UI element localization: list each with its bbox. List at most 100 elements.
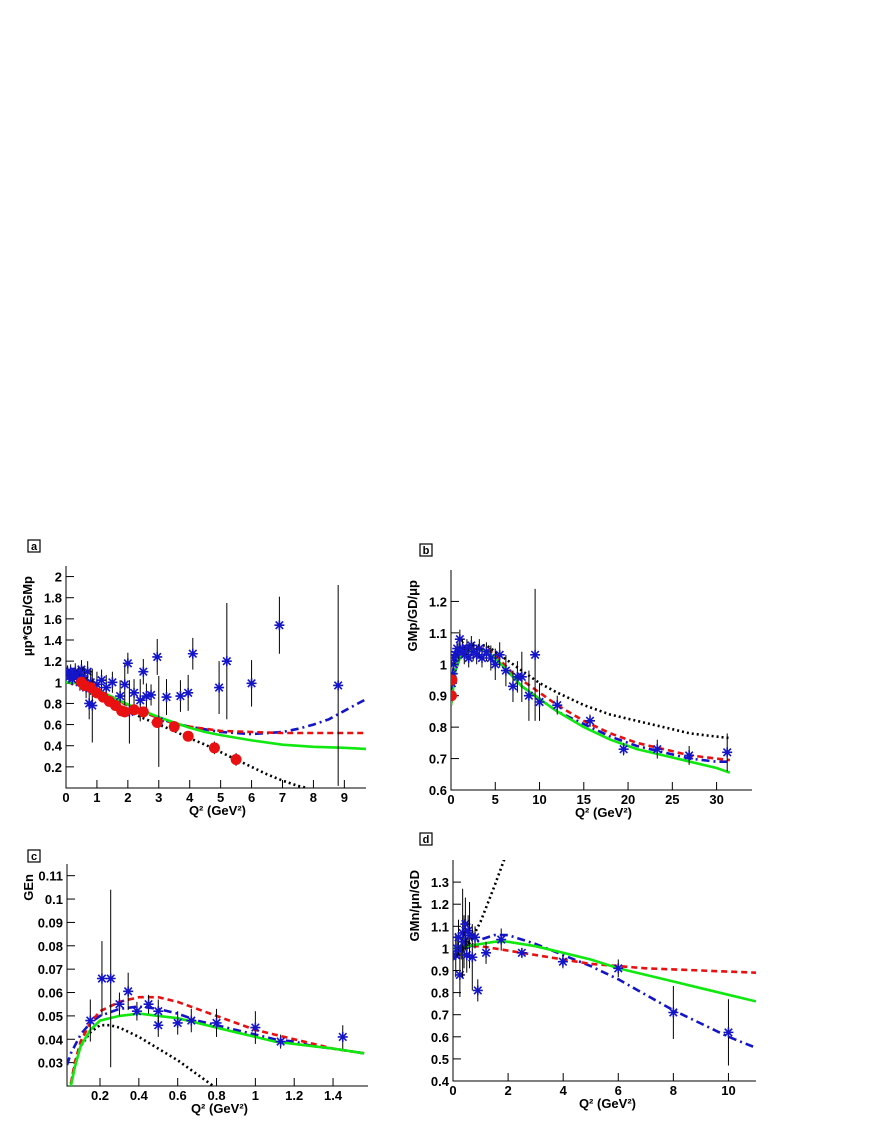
data-point-red: [151, 716, 163, 728]
data-point-blue: [452, 643, 463, 654]
y-tick-label: 0.8: [431, 986, 449, 1001]
y-tick-label: 0.07: [38, 962, 63, 977]
x-tick-label: 8: [670, 1083, 677, 1098]
blue-curve: [453, 933, 756, 1050]
data-point-blue: [119, 679, 130, 690]
data-point-red: [182, 730, 194, 742]
data-point-blue: [135, 695, 146, 706]
x-tick-label: 10: [721, 1083, 735, 1098]
data-point-blue: [115, 691, 126, 702]
data-point-blue: [143, 999, 154, 1010]
data-point-blue: [460, 919, 471, 930]
data-point-blue: [466, 640, 477, 651]
y-tick-label: 0.6: [44, 718, 62, 733]
panel-label-box: [419, 543, 433, 557]
data-point-blue: [122, 658, 133, 669]
data-point-blue: [153, 1006, 164, 1017]
data-point-blue: [451, 659, 459, 670]
data-point-blue: [211, 1017, 222, 1028]
y-tick-label: 1.1: [431, 919, 449, 934]
data-point-blue: [459, 936, 470, 947]
x-tick-label: 7: [279, 790, 286, 805]
data-point-blue: [114, 999, 125, 1010]
data-point-blue: [275, 1036, 286, 1047]
data-point-blue: [471, 649, 482, 660]
panel-label: c: [31, 851, 37, 863]
y-tick-label: 0.09: [38, 915, 63, 930]
panel-d: d 0 2 4 6 8 10 0.4 0.5 0.6 0.7 0.8 0.9 1 1.1 1.2 1.3 Q² (…: [407, 832, 756, 1111]
data-point-red: [451, 674, 458, 686]
axes: [65, 566, 366, 789]
data-point-blue: [453, 950, 461, 961]
data-point-blue: [461, 643, 472, 654]
data-point-blue: [507, 681, 518, 692]
y-tick-label: 0.11: [38, 869, 63, 884]
data-point-blue: [668, 1007, 679, 1018]
data-point-blue: [618, 744, 629, 755]
data-point-blue: [552, 700, 563, 711]
data-point-blue: [87, 700, 98, 711]
panel-label: d: [423, 834, 430, 846]
blue-curve: [451, 647, 730, 763]
y-tick-label: 0.06: [38, 986, 63, 1001]
x-tick-label: 20: [621, 792, 635, 807]
x-tick-label: 8: [310, 790, 317, 805]
data-point-red: [208, 742, 220, 754]
x-tick-label: 0: [62, 790, 69, 805]
data-point-blue: [337, 1031, 348, 1042]
y-tick-label: 0.05: [38, 1009, 63, 1024]
data-point-blue: [451, 653, 460, 663]
x-tick-label: 6: [615, 1083, 622, 1098]
data-point-blue: [221, 656, 232, 667]
y-tick-label: 0.4: [44, 739, 63, 754]
data-point-blue: [161, 692, 172, 703]
y-axis-label: μp*GEp/GMp: [20, 576, 35, 656]
x-axis-label: Q² (GeV²): [575, 805, 632, 820]
data-point-blue: [453, 932, 464, 943]
y-tick-label: 0.1: [45, 892, 63, 907]
y-tick-label: 1: [442, 941, 449, 956]
panel-label: a: [31, 541, 38, 553]
x-tick-label: 10: [532, 792, 546, 807]
x-tick-label: 30: [709, 792, 723, 807]
x-tick-label: 4: [560, 1083, 568, 1098]
data-point-blue: [274, 620, 285, 631]
y-tick-label: 0.08: [38, 939, 63, 954]
y-tick-label: 0.8: [44, 696, 62, 711]
y-tick-label: 0.4: [431, 1074, 450, 1089]
x-tick-label: 1: [252, 1088, 259, 1103]
data-point-blue: [476, 653, 487, 663]
y-tick-label: 0.9: [429, 689, 447, 704]
data-point-blue: [470, 932, 481, 943]
x-tick-label: 0.8: [207, 1088, 225, 1103]
data-point-blue: [534, 697, 545, 707]
y-tick-label: 0.5: [431, 1052, 449, 1067]
data-point-blue: [73, 668, 84, 679]
data-point-blue: [530, 649, 541, 660]
data-point-blue: [152, 651, 163, 662]
panel-label: b: [423, 545, 430, 557]
data-point-blue: [464, 930, 475, 941]
x-tick-label: 3: [155, 790, 162, 805]
data-point-blue: [141, 691, 152, 702]
data-point-blue: [96, 675, 107, 686]
data-point-blue: [250, 1022, 261, 1033]
black-curve: [69, 1023, 216, 1086]
y-tick-label: 0.2: [44, 760, 62, 775]
panel-label-box: [27, 849, 41, 863]
data-point-blue: [461, 950, 472, 961]
x-tick-label: 2: [124, 790, 131, 805]
data-point-blue: [472, 985, 483, 996]
data-point-blue: [722, 747, 733, 758]
data-point-blue: [96, 973, 107, 984]
data-point-blue: [485, 653, 496, 663]
data-point-blue: [523, 690, 534, 701]
y-tick-label: 1.1: [429, 626, 447, 641]
panel-c: c 0.2 0.4 0.6 0.8 1 1.2 1.4 0.03 0.04 0.05 0.06 0.07…: [21, 849, 368, 1116]
y-tick-label: 1.6: [44, 612, 62, 627]
y-tick-label: 1: [440, 657, 447, 672]
data-point-blue: [246, 678, 257, 689]
y-tick-label: 1.2: [431, 897, 449, 912]
data-point-blue: [454, 969, 465, 980]
